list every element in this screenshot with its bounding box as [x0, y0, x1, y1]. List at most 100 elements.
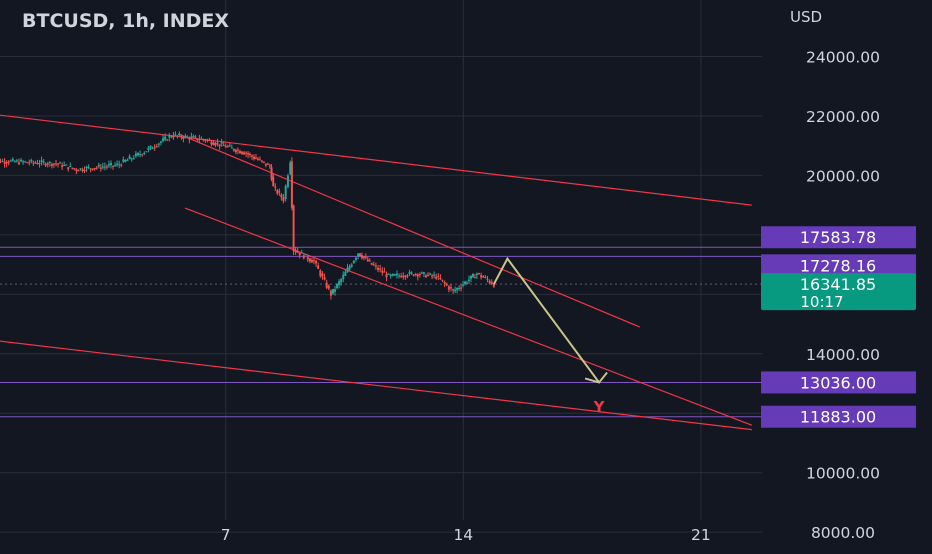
price-tags: 17583.78 17278.16 13036.00 11883.00 16341.85…	[761, 226, 916, 428]
candle-body	[11, 159, 14, 161]
candle-body	[251, 155, 254, 157]
level-tag: 17278.16	[800, 256, 876, 275]
target-marker: Y	[593, 398, 606, 416]
projection-path[interactable]: Y	[492, 256, 608, 416]
trendline[interactable]	[0, 339, 752, 431]
candle-body	[402, 275, 405, 277]
candle-body	[245, 152, 248, 154]
candle-body	[186, 136, 189, 138]
candle-body	[420, 272, 423, 274]
candle-body	[149, 145, 152, 149]
candle-body	[9, 160, 12, 162]
candle-body	[124, 159, 127, 162]
candle-body	[69, 165, 72, 167]
candle-body	[128, 156, 131, 160]
candle-body	[435, 276, 438, 279]
candle-body	[232, 148, 235, 151]
candle-body	[427, 274, 430, 276]
candle-body	[247, 153, 250, 155]
candle-body	[164, 136, 167, 140]
candle-body	[264, 163, 267, 166]
candle-body	[484, 277, 487, 279]
candle-body	[204, 139, 207, 141]
candle-body	[289, 162, 292, 175]
level-tag: 17583.78	[800, 228, 876, 247]
candle-body	[212, 142, 215, 146]
candle-body	[374, 265, 377, 267]
candle-body	[331, 288, 334, 294]
candle-body	[7, 161, 10, 164]
y-tick-label: 20000.00	[806, 167, 880, 185]
last-price-tag-box	[761, 273, 916, 311]
candle-body	[274, 186, 277, 188]
candle-body	[366, 259, 369, 262]
candle-body	[441, 279, 444, 281]
candle-body	[272, 176, 275, 187]
x-tick-label: 7	[221, 526, 231, 544]
candle-body	[286, 175, 289, 187]
candle-body	[89, 168, 92, 170]
trendline[interactable]	[0, 113, 752, 206]
candle-body	[174, 134, 177, 136]
candle-body	[230, 147, 233, 149]
candle-body	[492, 283, 495, 287]
candle-body	[210, 141, 213, 145]
candle-body	[456, 288, 459, 290]
candle-body	[304, 254, 307, 256]
trendline[interactable]	[184, 207, 753, 426]
candle-body	[178, 133, 181, 136]
candle-body	[387, 273, 390, 275]
candle-body	[340, 279, 343, 283]
candle-body	[391, 273, 394, 276]
candle-body	[431, 275, 434, 277]
candle-body	[282, 197, 285, 201]
candle-body	[136, 152, 139, 156]
candle-body	[147, 147, 150, 150]
candle-body	[67, 167, 70, 170]
candle-body	[469, 275, 472, 279]
candle-body	[254, 157, 257, 159]
candle-body	[292, 205, 295, 252]
candle-body	[249, 153, 252, 155]
candle-body	[52, 163, 55, 165]
candle-body	[319, 270, 322, 276]
trendline[interactable]	[177, 133, 641, 328]
horizontal-levels[interactable]	[0, 246, 762, 418]
candle-body	[188, 137, 191, 140]
candle-body	[83, 169, 86, 172]
candle-body	[465, 282, 468, 284]
candle-body	[3, 161, 6, 164]
candle-body	[57, 163, 60, 165]
candle-body	[482, 276, 485, 278]
candle-body	[256, 158, 259, 160]
candle-body	[101, 166, 104, 168]
candle-body	[321, 273, 324, 277]
projection-line[interactable]	[492, 256, 600, 384]
candle-body	[162, 138, 165, 141]
candle-body	[208, 140, 211, 142]
candle-body	[362, 256, 365, 258]
candle-body	[116, 163, 119, 165]
candle-body	[112, 165, 115, 167]
level-tag-box	[761, 226, 916, 249]
candle-body	[404, 275, 407, 278]
trendlines[interactable]	[0, 113, 753, 431]
candle-body	[32, 162, 35, 164]
candle-body	[194, 136, 197, 138]
candle-body	[306, 257, 309, 260]
candle-body	[488, 280, 491, 283]
candle-body	[153, 147, 156, 149]
candle-body	[302, 255, 305, 259]
candle-body	[398, 275, 401, 277]
candle-body	[120, 164, 123, 166]
candle-body	[216, 142, 219, 144]
candle-body	[220, 142, 223, 144]
candle-body	[253, 156, 255, 159]
candle-body	[395, 273, 398, 276]
candle-body	[75, 169, 78, 171]
candle-body	[71, 167, 74, 169]
candle-body	[462, 284, 465, 286]
candle-body	[298, 252, 301, 256]
